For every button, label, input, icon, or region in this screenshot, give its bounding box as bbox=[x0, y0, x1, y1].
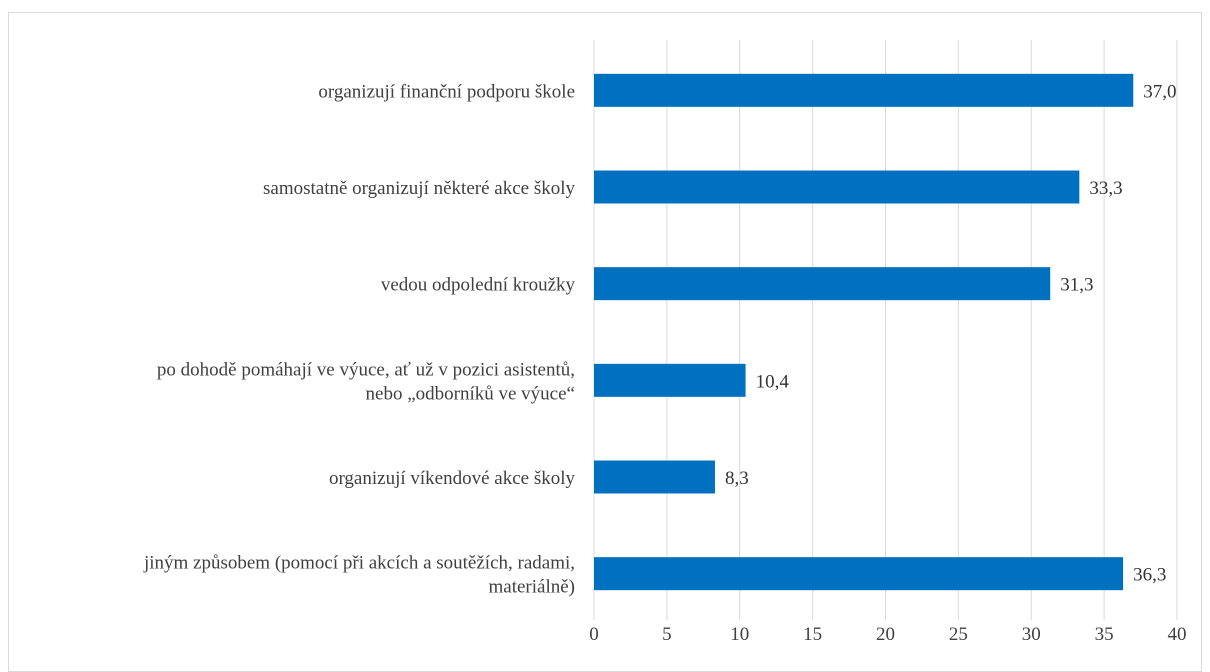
x-tick-label: 5 bbox=[662, 624, 672, 645]
category-label: organizují víkendové akce školy bbox=[329, 468, 576, 489]
data-label: 31,3 bbox=[1060, 275, 1093, 296]
category-label: po dohodě pomáhají ve výuce, ať už v poz… bbox=[157, 359, 575, 380]
data-label: 36,3 bbox=[1133, 565, 1166, 586]
data-label: 33,3 bbox=[1089, 178, 1122, 199]
data-label: 8,3 bbox=[725, 468, 749, 489]
x-tick-label: 10 bbox=[730, 624, 749, 645]
bar bbox=[594, 267, 1051, 301]
x-tick-label: 0 bbox=[589, 624, 599, 645]
x-tick-label: 25 bbox=[949, 624, 968, 645]
bar bbox=[594, 73, 1134, 107]
category-label: samostatně organizují některé akce školy bbox=[263, 178, 575, 199]
x-tick-label: 40 bbox=[1168, 624, 1187, 645]
category-label: vedou odpolední kroužky bbox=[381, 275, 576, 296]
x-tick-label: 20 bbox=[876, 624, 895, 645]
x-tick-label: 35 bbox=[1095, 624, 1114, 645]
category-label: nebo „odborníků ve výuce“ bbox=[366, 383, 575, 404]
data-label: 10,4 bbox=[756, 371, 790, 392]
category-label: organizují finanční podporu škole bbox=[318, 81, 575, 102]
category-label: materiálně) bbox=[488, 577, 575, 598]
category-label: jiným způsobem (pomocí při akcích a sout… bbox=[143, 553, 575, 574]
bar bbox=[594, 363, 746, 397]
bar bbox=[594, 170, 1080, 204]
bar bbox=[594, 557, 1124, 591]
bar-chart: 0 5 10 15 20 25 30 35 40 37,0 organizují finanční … bbox=[143, 40, 1187, 645]
x-tick-label: 15 bbox=[803, 624, 822, 645]
bar bbox=[594, 460, 715, 494]
x-tick-label: 30 bbox=[1022, 624, 1041, 645]
data-label: 37,0 bbox=[1143, 81, 1176, 102]
